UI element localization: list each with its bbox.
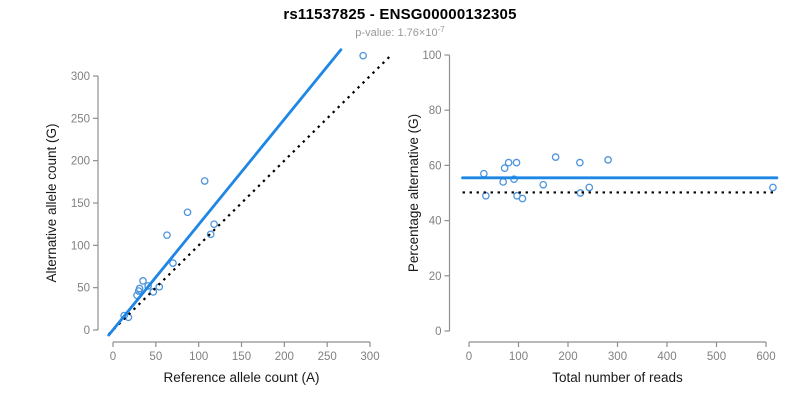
y-tick-label: 0 [435,326,441,338]
data-point [210,220,218,229]
x-tick-label: 250 [318,351,337,363]
x-tick-label: 600 [756,351,775,363]
fit-line [107,48,343,337]
allele-counts-scatter: 0 50 100 150 200 250 300 0 50 100 150 200 250 300 Refe… [44,48,393,385]
data-point [479,169,488,178]
pvalue-text: p-value: 1.76×10 [355,27,438,39]
data-point [604,156,612,164]
data-point [200,177,209,185]
data-point [512,158,521,167]
data-point [183,208,192,217]
x-axis-title: Reference allele count (A) [163,370,319,385]
x-tick-label: 300 [360,351,379,363]
x-tick-label: 200 [558,351,577,363]
data-point [539,180,548,189]
data-point [499,178,508,186]
y-tick-label: 300 [71,71,90,83]
x-tick-label: 300 [608,351,627,363]
data-point [206,230,215,239]
figure-title: rs11537825 - ENSG00000132305 [283,6,517,23]
data-point [135,284,144,293]
x-tick-label: 150 [232,351,251,363]
data-point [500,164,509,173]
y-tick-label: 20 [429,271,442,283]
y-tick-label: 80 [429,105,442,117]
y-tick-label: 40 [429,216,442,228]
x-tick-label: 400 [657,351,676,363]
y-tick-label: 0 [84,325,90,337]
y-axis-title: Alternative allele count (G) [44,123,59,282]
percentage-vs-reads-scatter: 0 100 200 300 400 500 600 0 20 40 60 80 100 Total num… [406,50,779,385]
data-point [139,277,147,285]
x-axis-title: Total number of reads [552,370,683,385]
y-tick-label: 100 [71,240,90,252]
y-tick-label: 200 [71,156,90,168]
data-point [585,183,594,192]
figure-subtitle: p-value: 1.76×10-7 [0,25,800,39]
y-axis-title: Percentage alternative (G) [406,114,421,272]
y-tick-label: 150 [71,198,90,210]
y-tick-label: 60 [429,160,442,172]
data-point [504,158,513,167]
data-point [551,153,560,161]
pvalue-exponent: -7 [437,25,445,34]
data-point [169,259,177,267]
x-tick-label: 500 [707,351,726,363]
data-point [769,183,777,192]
x-tick-label: 100 [509,351,528,363]
y-tick-label: 50 [77,283,90,295]
x-tick-label: 0 [110,351,116,363]
y-tick-label: 100 [422,50,441,62]
data-point [163,231,171,240]
identity-line [107,54,393,336]
data-point [518,194,527,203]
y-tick-label: 250 [71,113,90,125]
data-point [359,51,367,60]
data-point [576,158,584,167]
x-tick-label: 100 [189,351,208,363]
x-tick-label: 50 [149,351,162,363]
data-point [144,282,152,290]
x-tick-label: 0 [466,351,472,363]
x-tick-label: 200 [275,351,294,363]
